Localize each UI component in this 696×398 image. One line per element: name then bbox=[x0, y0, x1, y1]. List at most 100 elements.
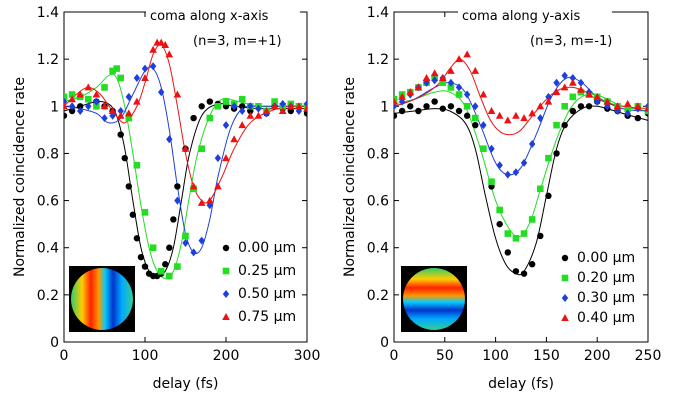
chart-subtitle: (n=3, m=-1) bbox=[530, 34, 612, 49]
data-point bbox=[198, 103, 205, 110]
legend-marker bbox=[222, 267, 230, 275]
y-tick-label: 1.2 bbox=[37, 52, 59, 68]
data-point bbox=[634, 102, 642, 110]
x-axis-label: delay (fs) bbox=[488, 376, 554, 392]
x-tick-label: 0 bbox=[390, 348, 399, 364]
legend-label: 0.30 μm bbox=[577, 290, 635, 306]
data-point bbox=[577, 85, 585, 93]
data-point bbox=[537, 232, 544, 240]
data-point bbox=[422, 74, 431, 81]
data-point bbox=[488, 178, 495, 186]
data-point bbox=[303, 104, 307, 112]
data-point bbox=[528, 109, 536, 117]
data-point bbox=[271, 98, 278, 105]
data-point bbox=[117, 107, 124, 115]
data-point bbox=[270, 102, 279, 110]
data-point bbox=[545, 154, 552, 162]
data-point bbox=[255, 104, 262, 113]
data-point bbox=[100, 102, 109, 110]
data-point bbox=[438, 74, 447, 81]
data-point bbox=[108, 107, 117, 114]
data-point bbox=[157, 38, 165, 46]
data-point bbox=[544, 97, 553, 105]
data-point bbox=[463, 112, 471, 119]
data-point bbox=[158, 88, 165, 97]
data-point bbox=[182, 239, 189, 247]
data-point bbox=[161, 41, 170, 48]
y-axis-label: Normalized coincidence rate bbox=[342, 77, 358, 277]
y-tick-label: 0.8 bbox=[37, 146, 59, 162]
data-point bbox=[496, 161, 503, 170]
data-point bbox=[190, 114, 197, 122]
data-point bbox=[537, 114, 544, 123]
data-point bbox=[174, 263, 181, 270]
data-point bbox=[455, 55, 463, 63]
y-tick-label: 0.8 bbox=[367, 146, 389, 162]
data-point bbox=[512, 111, 520, 119]
data-point bbox=[109, 67, 116, 75]
data-point bbox=[471, 66, 480, 74]
data-point bbox=[569, 78, 577, 86]
data-point bbox=[125, 109, 133, 117]
legend-marker bbox=[561, 254, 569, 262]
data-point bbox=[537, 185, 544, 193]
data-point bbox=[561, 121, 568, 129]
data-point bbox=[447, 103, 455, 110]
data-point bbox=[117, 74, 124, 82]
data-point bbox=[644, 104, 648, 112]
legend-label: 0.50 μm bbox=[238, 286, 296, 302]
data-point bbox=[141, 209, 149, 216]
data-point bbox=[439, 79, 447, 87]
data-point bbox=[77, 107, 84, 115]
x-tick-label: 200 bbox=[213, 348, 240, 364]
data-point bbox=[415, 107, 422, 115]
data-point bbox=[569, 93, 577, 101]
legend: 0.00 μm 0.25 μm 0.50 μm 0.75 μm bbox=[222, 240, 296, 325]
legend: 0.00 μm 0.20 μm 0.30 μm 0.40 μm bbox=[561, 250, 635, 326]
data-point bbox=[64, 93, 68, 101]
data-point bbox=[149, 62, 157, 71]
y-tick-label: 0 bbox=[50, 335, 59, 351]
data-point bbox=[455, 107, 463, 115]
data-point bbox=[137, 253, 145, 261]
data-point bbox=[238, 121, 246, 129]
data-point bbox=[214, 182, 222, 190]
data-point bbox=[166, 244, 173, 251]
data-point bbox=[406, 88, 415, 96]
data-point bbox=[504, 249, 511, 256]
data-point bbox=[181, 144, 190, 152]
data-point bbox=[447, 66, 455, 74]
data-point bbox=[254, 111, 263, 119]
data-point bbox=[141, 74, 149, 81]
inset-disc bbox=[71, 268, 133, 330]
plot-area bbox=[394, 50, 648, 277]
inset-disc bbox=[403, 268, 465, 330]
legend-marker bbox=[561, 274, 569, 282]
data-point bbox=[222, 121, 230, 130]
data-point bbox=[93, 97, 100, 106]
data-point bbox=[101, 84, 108, 91]
x-tick-label: 150 bbox=[533, 348, 560, 364]
data-point bbox=[593, 92, 601, 100]
x-tick-label: 100 bbox=[482, 348, 509, 364]
legend-label: 0.75 μm bbox=[238, 309, 296, 325]
data-point bbox=[133, 74, 141, 82]
y-tick-label: 0.6 bbox=[37, 194, 59, 210]
chart-panel-1: 0 100 200 300 0 0.2 0.4 0.6 0.8 1 1.2 1.4 delay (fs)… bbox=[12, 5, 320, 392]
y-tick-label: 1.4 bbox=[37, 5, 59, 21]
data-point bbox=[504, 230, 512, 237]
data-point bbox=[463, 90, 471, 99]
data-point bbox=[206, 98, 213, 105]
data-point bbox=[577, 103, 585, 110]
data-point bbox=[157, 267, 165, 275]
data-point bbox=[463, 50, 471, 58]
data-point bbox=[394, 112, 398, 119]
y-tick-label: 1.4 bbox=[367, 5, 389, 21]
data-point bbox=[239, 103, 246, 110]
data-point bbox=[68, 102, 76, 111]
data-point bbox=[553, 78, 560, 87]
data-point bbox=[295, 102, 303, 110]
data-point bbox=[472, 102, 479, 111]
data-point bbox=[287, 102, 295, 110]
data-point bbox=[414, 83, 423, 91]
